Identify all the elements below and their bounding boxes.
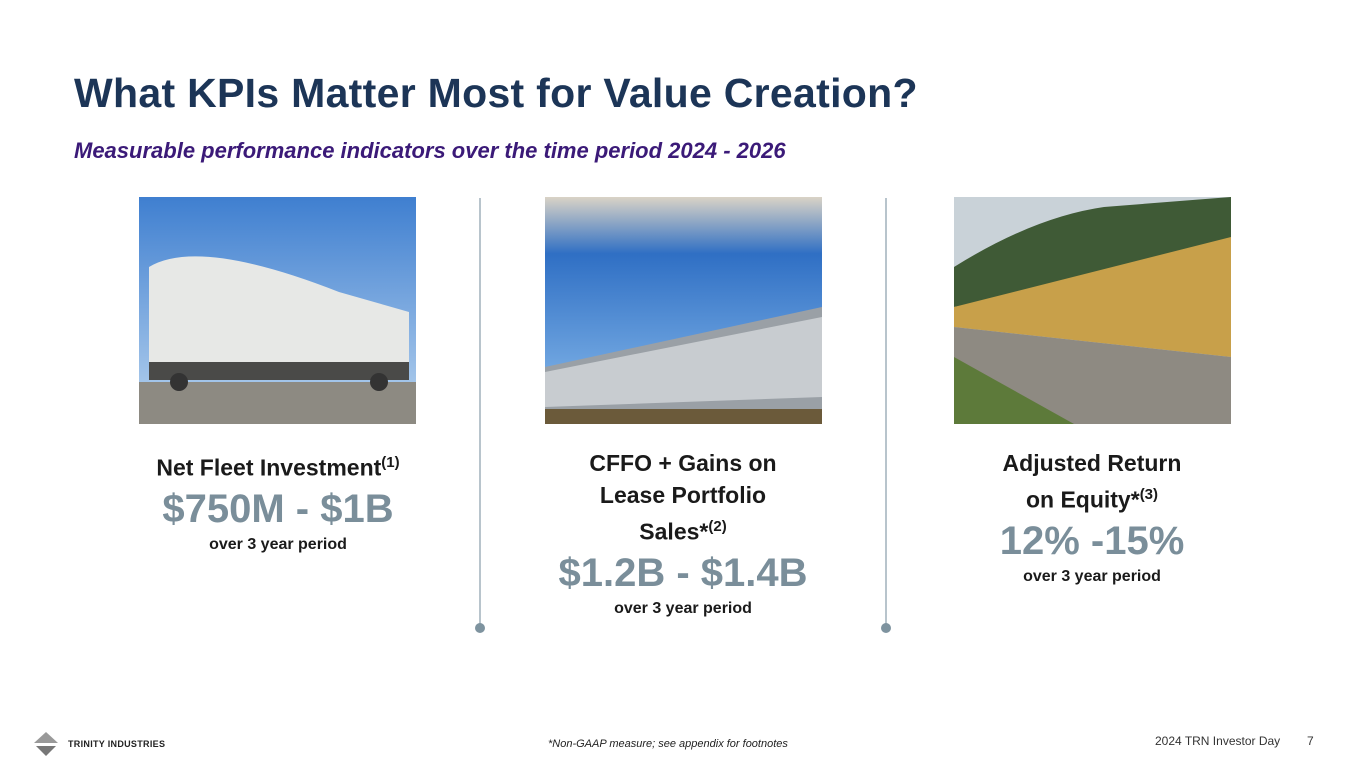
column-divider <box>479 198 481 628</box>
footnote-text: *Non-GAAP measure; see appendix for foot… <box>548 738 788 750</box>
company-logo: TRINITY INDUSTRIES <box>32 731 165 757</box>
page-number: 7 <box>1307 734 1314 748</box>
divider-dot <box>475 623 485 633</box>
kpi-value: $750M - $1B <box>162 486 394 531</box>
footnote-ref: (3) <box>1139 486 1159 503</box>
kpi-title: Net Fleet Investment(1) <box>98 447 458 484</box>
footnote-ref: (2) <box>708 518 727 535</box>
divider-dot <box>881 623 891 633</box>
kpi-title: CFFO + Gains on Lease Portfolio Sales*(2… <box>503 447 863 548</box>
footnote-ref: (1) <box>381 454 400 471</box>
tank-railcars-photo <box>545 197 822 424</box>
kpi-period: over 3 year period <box>614 599 752 617</box>
kpi-adjusted-roe: Adjusted Return on Equity*(3) 12% -15% o… <box>912 447 1272 588</box>
slide-title: What KPIs Matter Most for Value Creation… <box>74 70 918 116</box>
kpi-title-text: Net Fleet Investment <box>156 454 382 481</box>
kpi-title-text: Adjusted Return on Equity* <box>1002 450 1182 513</box>
kpi-net-fleet-investment: Net Fleet Investment(1) $750M - $1B over… <box>98 447 458 556</box>
autorack-railcars-photo <box>954 197 1231 424</box>
kpi-title-text: CFFO + Gains on Lease Portfolio Sales* <box>589 450 777 545</box>
slide-subtitle: Measurable performance indicators over t… <box>74 138 786 163</box>
kpi-cffo-gains: CFFO + Gains on Lease Portfolio Sales*(2… <box>503 447 863 620</box>
kpi-title: Adjusted Return on Equity*(3) <box>912 447 1272 516</box>
event-name: 2024 TRN Investor Day <box>1155 734 1281 748</box>
kpi-period: over 3 year period <box>1023 567 1161 585</box>
kpi-value: $1.2B - $1.4B <box>558 550 808 595</box>
trinity-logo-icon <box>34 732 58 756</box>
logo-text: TRINITY INDUSTRIES <box>68 739 166 749</box>
column-divider <box>885 198 887 628</box>
hopper-railcar-photo <box>139 197 416 424</box>
kpi-period: over 3 year period <box>209 535 347 553</box>
kpi-value: 12% -15% <box>999 518 1185 563</box>
